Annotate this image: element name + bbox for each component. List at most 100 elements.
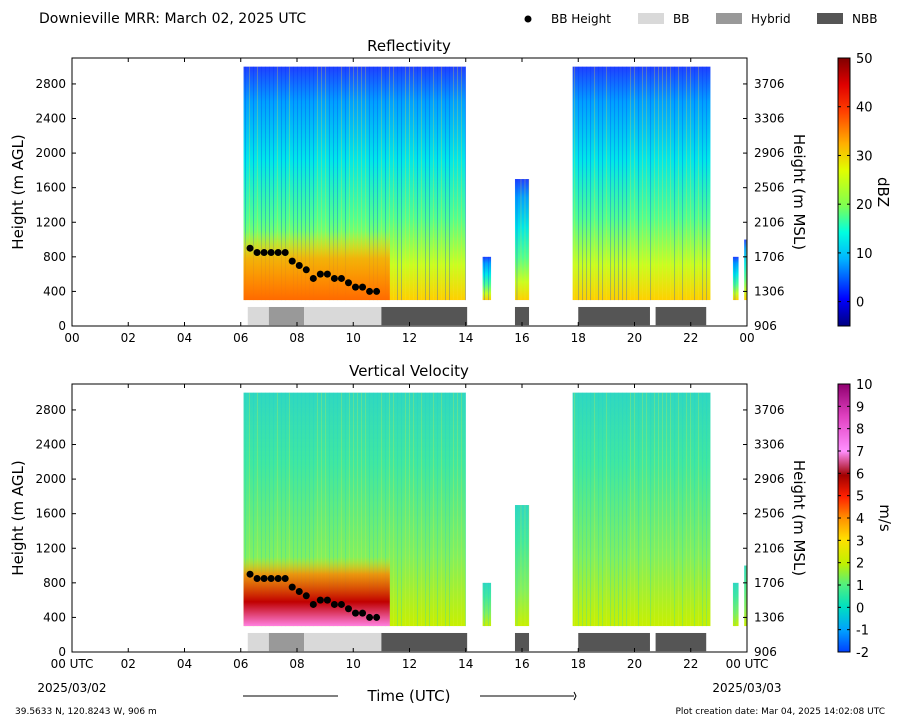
y2-tick-label: 2106 bbox=[754, 541, 785, 555]
reflectivity-colorbar-ticks: 0 10 20 30 40 50 bbox=[838, 52, 873, 311]
colorbar-tick-label: -1 bbox=[856, 624, 869, 639]
bb-class-bar-nbb bbox=[655, 632, 707, 652]
reflectivity-colorbar bbox=[837, 57, 851, 327]
bb-height-point bbox=[288, 583, 296, 591]
velocity-colorbar-label: m/s bbox=[876, 504, 894, 532]
bb-height-point bbox=[359, 609, 367, 617]
y-tick-label: 400 bbox=[43, 610, 66, 624]
plot-creation-date: Plot creation date: Mar 04, 2025 14:02:0… bbox=[675, 707, 885, 717]
echo-segment bbox=[732, 256, 739, 301]
bb-height-point bbox=[316, 270, 324, 278]
echo-segment bbox=[482, 256, 492, 301]
bb-height-point bbox=[302, 592, 310, 600]
y2-tick-label: 2506 bbox=[754, 181, 785, 195]
x-tick-label: 14 bbox=[458, 331, 473, 345]
colorbar-tick-label: 1 bbox=[856, 579, 864, 594]
y2-tick-label: 2106 bbox=[754, 215, 785, 229]
colorbar-tick-label: 9 bbox=[856, 400, 864, 415]
x-tick-label: 14 bbox=[458, 657, 473, 671]
velocity-ylabel: Height (m AGL) bbox=[9, 460, 27, 575]
y2-tick-label: 3306 bbox=[754, 112, 785, 126]
bb-class-bar-hybrid bbox=[268, 306, 305, 326]
bb-height-point bbox=[344, 605, 352, 613]
y-tick-label: 0 bbox=[58, 319, 66, 333]
y-tick-label: 1600 bbox=[35, 507, 66, 521]
bb-class-bar-nbb bbox=[578, 632, 650, 652]
bb-height-point bbox=[246, 244, 254, 252]
x-tick-label: 20 bbox=[627, 657, 642, 671]
legend-nbb-label: NBB bbox=[852, 12, 877, 26]
colorbar-tick-label: 50 bbox=[856, 52, 873, 67]
x-tick-label: 22 bbox=[683, 331, 698, 345]
legend-nbb-swatch bbox=[817, 13, 843, 24]
legend-hybrid-swatch bbox=[716, 13, 742, 24]
legend-bb-swatch bbox=[638, 13, 664, 24]
reflectivity-ylabel-msl: Height (m MSL) bbox=[790, 134, 808, 250]
bb-class-bar-nbb bbox=[655, 306, 707, 326]
bb-height-point bbox=[366, 287, 374, 295]
bb-height-point bbox=[337, 600, 345, 608]
end-date: 2025/03/03 bbox=[712, 681, 781, 695]
bb-height-point bbox=[260, 575, 268, 583]
colorbar-tick-label: 5 bbox=[856, 490, 864, 505]
x-tick-label: 06 bbox=[233, 657, 248, 671]
x-tick-label: 16 bbox=[514, 331, 529, 345]
bb-height-point bbox=[281, 575, 289, 583]
y2-tick-label: 2906 bbox=[754, 472, 785, 486]
y2-tick-label: 3306 bbox=[754, 438, 785, 452]
echo-streaks bbox=[574, 392, 708, 627]
bb-height-point bbox=[352, 609, 359, 617]
x-tick-label: 00 UTC bbox=[51, 657, 94, 671]
bb-class-bar-nbb bbox=[381, 306, 468, 326]
bb-height-point bbox=[366, 613, 374, 621]
bb-height-point bbox=[309, 600, 317, 608]
echo-streaks bbox=[516, 179, 530, 301]
bb-class-bar-bb bbox=[304, 306, 382, 326]
colorbar-tick-label: 3 bbox=[856, 534, 864, 549]
x-tick-label: 02 bbox=[121, 657, 136, 671]
bb-height-point bbox=[274, 249, 282, 257]
y2-tick-label: 1706 bbox=[754, 576, 785, 590]
y-tick-label: 0 bbox=[58, 645, 66, 659]
figure-title: Downieville MRR: March 02, 2025 UTC bbox=[39, 11, 306, 27]
y2-tick-label: 2906 bbox=[754, 146, 785, 160]
x-tick-label: 12 bbox=[402, 657, 417, 671]
y-tick-label: 1200 bbox=[35, 215, 66, 229]
x-tick-label: 04 bbox=[177, 331, 192, 345]
colorbar-tick-label: 30 bbox=[856, 149, 873, 164]
bb-height-point bbox=[344, 279, 352, 287]
y2-tick-label: 3706 bbox=[754, 77, 785, 91]
bb-class-bar-nbb bbox=[514, 632, 530, 652]
bb-height-point bbox=[373, 613, 381, 621]
reflectivity-panel: Reflectivity 00 02 04 06 08 10 12 14 16 18 20 22 000… bbox=[9, 37, 892, 345]
bb-height-point bbox=[253, 575, 261, 583]
x-tick-label: 10 bbox=[346, 331, 361, 345]
x-tick-label: 06 bbox=[233, 331, 248, 345]
y-tick-label: 2000 bbox=[35, 472, 66, 486]
bb-height-point bbox=[288, 257, 296, 265]
bb-height-point bbox=[295, 261, 303, 269]
colorbar-tick-label: 20 bbox=[856, 198, 873, 213]
y-tick-label: 400 bbox=[43, 284, 66, 298]
bb-height-point bbox=[274, 575, 282, 583]
echo-streaks bbox=[484, 256, 490, 301]
x-tick-label: 04 bbox=[177, 657, 192, 671]
bb-height-point bbox=[330, 600, 338, 608]
echo-segment bbox=[572, 392, 711, 627]
echo-segment bbox=[572, 66, 711, 301]
y-tick-label: 2400 bbox=[35, 438, 66, 452]
echo-streaks bbox=[516, 505, 530, 627]
bb-class-bar-nbb bbox=[381, 632, 468, 652]
bb-class-bar-nbb bbox=[514, 306, 530, 326]
x-tick-label: 22 bbox=[683, 657, 698, 671]
bb-height-point bbox=[323, 596, 331, 604]
colorbar-tick-label: 40 bbox=[856, 101, 873, 116]
reflectivity-ylabel: Height (m AGL) bbox=[9, 134, 27, 249]
bb-height-point bbox=[281, 249, 289, 257]
x-tick-label: 00 bbox=[64, 331, 79, 345]
bb-height-point bbox=[295, 587, 303, 595]
y-tick-label: 2400 bbox=[35, 112, 66, 126]
